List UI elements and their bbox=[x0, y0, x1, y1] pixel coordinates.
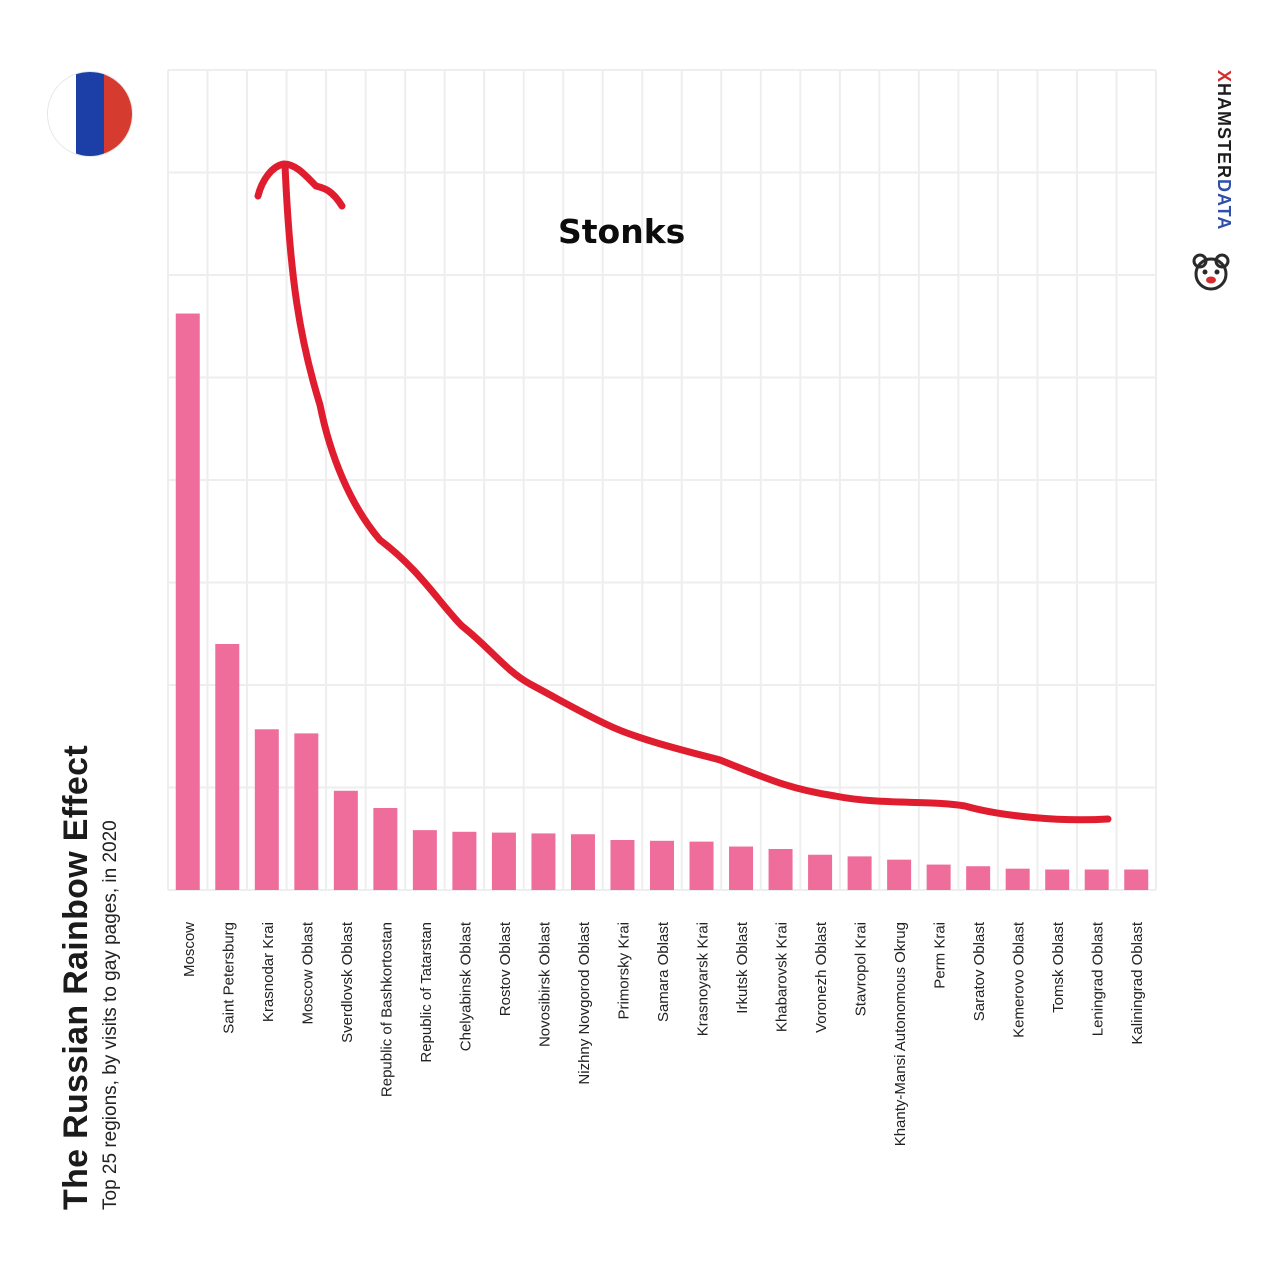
x-tick-label: Khabarovsk Krai bbox=[774, 922, 791, 1032]
bar bbox=[373, 808, 398, 890]
x-tick-label: Republic of Tatarstan bbox=[418, 922, 435, 1063]
bar bbox=[650, 840, 674, 890]
bar bbox=[768, 849, 793, 890]
x-tick-label: Nizhny Novgorod Oblast bbox=[576, 921, 593, 1084]
bar bbox=[847, 856, 872, 890]
x-tick-label: Chelyabinsk Oblast bbox=[457, 921, 474, 1051]
stonks-curve-annotation bbox=[254, 160, 1112, 824]
x-tick-label: Irkutsk Oblast bbox=[734, 921, 751, 1014]
bar bbox=[887, 859, 912, 890]
bar bbox=[1124, 869, 1149, 890]
title-block: The Russian Rainbow Effect Top 25 region… bbox=[56, 745, 124, 1210]
brand-x: X bbox=[1214, 70, 1234, 84]
chart-subtitle: Top 25 regions, by visits to gay pages, … bbox=[100, 820, 121, 1210]
bar bbox=[1045, 869, 1070, 890]
x-tick-label: Sverdlovsk Oblast bbox=[339, 921, 356, 1043]
x-tick-label: Rostov Oblast bbox=[497, 921, 514, 1016]
x-tick-label: Krasnoyarsk Krai bbox=[695, 922, 712, 1036]
chart-title: The Russian Rainbow Effect bbox=[57, 745, 95, 1210]
brand-wordmark: X HAMSTER DATA bbox=[1213, 70, 1234, 230]
x-tick-label: Samara Oblast bbox=[655, 921, 672, 1022]
hamster-logo-icon bbox=[1192, 253, 1230, 291]
bar bbox=[1084, 869, 1109, 890]
x-tick-label: Moscow Oblast bbox=[299, 921, 316, 1024]
bar bbox=[412, 830, 437, 890]
bar bbox=[491, 832, 516, 890]
bar bbox=[294, 733, 319, 890]
x-tick-label: Republic of Bashkortostan bbox=[378, 922, 395, 1097]
x-tick-label: Krasnodar Krai bbox=[260, 922, 277, 1022]
bar bbox=[254, 729, 279, 890]
x-tick-label: Kaliningrad Oblast bbox=[1129, 921, 1146, 1044]
x-tick-labels: Moscow Saint Petersburg Krasnodar Krai Mosc… bbox=[181, 921, 1146, 1146]
bar bbox=[966, 866, 991, 890]
bar-series bbox=[175, 313, 1149, 890]
x-tick-label: Khanty-Mansi Autonomous Okrug bbox=[892, 922, 909, 1146]
stonks-annotation: Stonks bbox=[558, 212, 686, 251]
bar bbox=[610, 839, 635, 890]
x-tick-label: Stavropol Krai bbox=[853, 922, 870, 1016]
bar bbox=[175, 313, 200, 890]
x-tick-label: Moscow bbox=[181, 922, 198, 977]
x-tick-label: Leningrad Oblast bbox=[1090, 921, 1107, 1036]
x-tick-label: Primorsky Krai bbox=[615, 922, 632, 1020]
x-tick-label: Perm Krai bbox=[932, 922, 949, 989]
x-tick-label: Tomsk Oblast bbox=[1050, 921, 1067, 1013]
bar bbox=[452, 831, 477, 890]
brand-hamster: HAMSTER bbox=[1214, 83, 1234, 180]
bar bbox=[1005, 868, 1030, 890]
flag-stripe-blue bbox=[76, 72, 104, 156]
x-tick-label: Voronezh Oblast bbox=[813, 921, 830, 1033]
bar bbox=[215, 644, 240, 890]
russia-flag-icon bbox=[48, 72, 132, 156]
bar bbox=[531, 833, 556, 890]
bar bbox=[333, 790, 358, 890]
x-tick-label: Saint Petersburg bbox=[220, 922, 237, 1034]
bar bbox=[570, 834, 595, 890]
x-tick-label: Novosibirsk Oblast bbox=[536, 921, 553, 1047]
x-tick-label: Saratov Oblast bbox=[971, 921, 988, 1021]
bar bbox=[808, 854, 833, 890]
bar bbox=[926, 864, 951, 890]
bar bbox=[689, 841, 714, 890]
x-tick-label: Kemerovo Oblast bbox=[1011, 921, 1028, 1038]
bar bbox=[729, 846, 754, 890]
brand-data: DATA bbox=[1214, 179, 1234, 231]
